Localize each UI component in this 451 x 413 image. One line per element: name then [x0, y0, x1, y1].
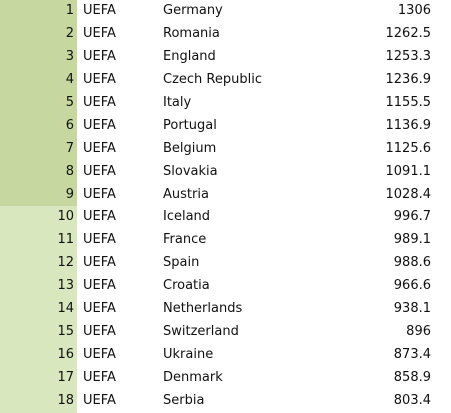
points-cell: 896 [406, 324, 431, 340]
table-row: 2 UEFA Romania 1262.5 [0, 22, 451, 46]
table-row: 7 UEFA Belgium 1125.6 [0, 137, 451, 161]
table-row: 8 UEFA Slovakia 1091.1 [0, 160, 451, 184]
rank-cell: 6 [0, 114, 77, 138]
rank-cell: 5 [0, 91, 77, 115]
table-row: 11 UEFA France 989.1 [0, 229, 451, 253]
table-row: 10 UEFA Iceland 996.7 [0, 206, 451, 230]
points-cell: 938.1 [393, 301, 431, 317]
country-cell: Portugal [163, 117, 217, 133]
country-cell: Iceland [163, 209, 211, 225]
points-cell: 1028.4 [385, 186, 432, 202]
points-cell: 1262.5 [385, 25, 432, 41]
points-cell: 1125.6 [385, 140, 432, 156]
points-cell: 1091.1 [385, 163, 432, 179]
table-row: 16 UEFA Ukraine 873.4 [0, 344, 451, 367]
table-row: 9 UEFA Austria 1028.4 [0, 183, 451, 207]
table-row: 15 UEFA Switzerland 896 [0, 321, 451, 345]
points-cell: 989.1 [393, 232, 431, 248]
confederation-cell: UEFA [83, 278, 116, 294]
points-cell: 1253.3 [385, 48, 432, 64]
rank-cell: 1 [0, 0, 77, 23]
country-cell: Denmark [163, 370, 223, 385]
points-cell: 858.9 [393, 370, 431, 385]
confederation-cell: UEFA [83, 324, 116, 340]
country-cell: England [163, 48, 216, 64]
country-cell: Belgium [163, 140, 217, 156]
rank-cell: 12 [0, 252, 77, 276]
rank-cell: 18 [0, 389, 77, 413]
rank-cell: 8 [0, 160, 77, 184]
rank-cell: 15 [0, 321, 77, 345]
confederation-cell: UEFA [83, 163, 116, 179]
confederation-cell: UEFA [83, 232, 116, 248]
points-cell: 966.6 [393, 278, 431, 294]
rank-cell: 17 [0, 367, 77, 390]
points-cell: 1306 [397, 3, 431, 18]
confederation-cell: UEFA [83, 71, 116, 87]
confederation-cell: UEFA [83, 117, 116, 133]
table-row: 1 UEFA Germany 1306 [0, 0, 451, 23]
confederation-cell: UEFA [83, 94, 116, 110]
country-cell: Germany [163, 3, 223, 18]
country-cell: Austria [163, 186, 209, 202]
country-cell: France [163, 232, 207, 248]
table-row: 18 UEFA Serbia 803.4 [0, 389, 451, 413]
rank-cell: 14 [0, 298, 77, 322]
points-cell: 873.4 [393, 347, 431, 363]
rank-cell: 11 [0, 229, 77, 253]
confederation-cell: UEFA [83, 25, 116, 41]
points-cell: 1136.9 [385, 117, 432, 133]
table-row: 12 UEFA Spain 988.6 [0, 252, 451, 276]
rank-cell: 7 [0, 137, 77, 161]
rank-cell: 3 [0, 45, 77, 69]
points-cell: 996.7 [393, 209, 431, 225]
confederation-cell: UEFA [83, 255, 116, 271]
table-row: 4 UEFA Czech Republic 1236.9 [0, 68, 451, 92]
confederation-cell: UEFA [83, 301, 116, 317]
country-cell: Serbia [163, 392, 205, 408]
points-cell: 803.4 [393, 392, 431, 408]
points-cell: 988.6 [393, 255, 431, 271]
rank-cell: 9 [0, 183, 77, 207]
table-row: 3 UEFA England 1253.3 [0, 45, 451, 69]
rank-cell: 4 [0, 68, 77, 92]
country-cell: Italy [163, 94, 192, 110]
table-row: 14 UEFA Netherlands 938.1 [0, 298, 451, 322]
rank-cell: 10 [0, 206, 77, 230]
country-cell: Ukraine [163, 347, 214, 363]
confederation-cell: UEFA [83, 392, 116, 408]
confederation-cell: UEFA [83, 140, 116, 156]
table-row: 13 UEFA Croatia 966.6 [0, 275, 451, 299]
country-cell: Netherlands [163, 301, 243, 317]
confederation-cell: UEFA [83, 347, 116, 363]
country-cell: Switzerland [163, 324, 239, 340]
confederation-cell: UEFA [83, 209, 116, 225]
country-cell: Croatia [163, 278, 210, 294]
points-cell: 1236.9 [385, 71, 432, 87]
rank-cell: 13 [0, 275, 77, 299]
country-cell: Spain [163, 255, 200, 271]
confederation-cell: UEFA [83, 48, 116, 64]
country-cell: Slovakia [163, 163, 218, 179]
country-cell: Czech Republic [163, 71, 262, 87]
confederation-cell: UEFA [83, 186, 116, 202]
table-row: 17 UEFA Denmark 858.9 [0, 367, 451, 390]
confederation-cell: UEFA [83, 3, 116, 18]
confederation-cell: UEFA [83, 370, 116, 385]
table-row: 6 UEFA Portugal 1136.9 [0, 114, 451, 138]
points-cell: 1155.5 [385, 94, 432, 110]
table-row: 5 UEFA Italy 1155.5 [0, 91, 451, 115]
rank-cell: 2 [0, 22, 77, 46]
country-cell: Romania [163, 25, 220, 41]
rank-cell: 16 [0, 344, 77, 367]
